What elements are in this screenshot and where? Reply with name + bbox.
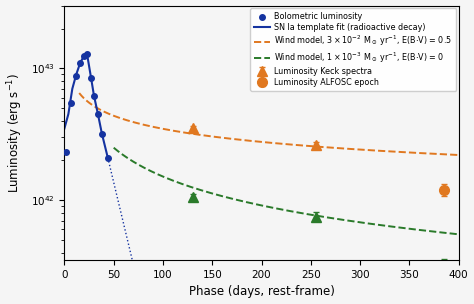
Bolometric luminosity bbox=[90, 93, 98, 98]
Bolometric luminosity bbox=[80, 53, 88, 58]
Bolometric luminosity bbox=[76, 60, 84, 65]
Wind model, $3 \times 10^{-2}$ M$_\odot$ yr$^{-1}$, E(B$\cdot$V) = 0.5 bbox=[259, 140, 264, 144]
Wind model, $3 \times 10^{-2}$ M$_\odot$ yr$^{-1}$, E(B$\cdot$V) = 0.5 bbox=[76, 91, 82, 95]
SN Ia template fit (radioactive decay) bbox=[99, 132, 105, 135]
Wind model, $1 \times 10^{-3}$ M$_\odot$ yr$^{-1}$, E(B$\cdot$V) = 0 bbox=[274, 207, 280, 210]
Wind model, $3 \times 10^{-2}$ M$_\odot$ yr$^{-1}$, E(B$\cdot$V) = 0.5 bbox=[256, 140, 262, 143]
Bolometric luminosity bbox=[98, 131, 106, 136]
Wind model, $3 \times 10^{-2}$ M$_\odot$ yr$^{-1}$, E(B$\cdot$V) = 0.5 bbox=[282, 142, 287, 146]
Line: Wind model, $1 \times 10^{-3}$ M$_\odot$ yr$^{-1}$, E(B$\cdot$V) = 0: Wind model, $1 \times 10^{-3}$ M$_\odot$… bbox=[114, 148, 459, 234]
Wind model, $1 \times 10^{-3}$ M$_\odot$ yr$^{-1}$, E(B$\cdot$V) = 0 bbox=[316, 214, 322, 218]
Bolometric luminosity bbox=[87, 75, 95, 80]
Wind model, $1 \times 10^{-3}$ M$_\odot$ yr$^{-1}$, E(B$\cdot$V) = 0 bbox=[447, 232, 453, 235]
Bolometric luminosity bbox=[63, 150, 70, 155]
SN Ia template fit (radioactive decay) bbox=[88, 76, 94, 80]
Wind model, $1 \times 10^{-3}$ M$_\odot$ yr$^{-1}$, E(B$\cdot$V) = 0 bbox=[393, 225, 399, 229]
X-axis label: Phase (days, rest-frame): Phase (days, rest-frame) bbox=[189, 285, 335, 299]
Wind model, $1 \times 10^{-3}$ M$_\odot$ yr$^{-1}$, E(B$\cdot$V) = 0 bbox=[111, 146, 117, 150]
Wind model, $3 \times 10^{-2}$ M$_\odot$ yr$^{-1}$, E(B$\cdot$V) = 0.5 bbox=[302, 144, 308, 147]
Bolometric luminosity bbox=[67, 100, 75, 105]
SN Ia template fit (radioactive decay) bbox=[84, 53, 90, 56]
Y-axis label: Luminosity (erg s$^{-1}$): Luminosity (erg s$^{-1}$) bbox=[6, 73, 25, 193]
Wind model, $3 \times 10^{-2}$ M$_\odot$ yr$^{-1}$, E(B$\cdot$V) = 0.5 bbox=[387, 150, 393, 153]
Bolometric luminosity bbox=[83, 52, 91, 57]
Wind model, $3 \times 10^{-2}$ M$_\odot$ yr$^{-1}$, E(B$\cdot$V) = 0.5 bbox=[447, 153, 452, 156]
SN Ia template fit (radioactive decay) bbox=[105, 156, 110, 160]
Bolometric luminosity bbox=[104, 155, 111, 160]
Wind model, $1 \times 10^{-3}$ M$_\odot$ yr$^{-1}$, E(B$\cdot$V) = 0 bbox=[456, 233, 462, 236]
Wind model, $1 \times 10^{-3}$ M$_\odot$ yr$^{-1}$, E(B$\cdot$V) = 0 bbox=[298, 211, 303, 215]
Wind model, $1 \times 10^{-3}$ M$_\odot$ yr$^{-1}$, E(B$\cdot$V) = 0 bbox=[277, 207, 283, 211]
Line: Wind model, $3 \times 10^{-2}$ M$_\odot$ yr$^{-1}$, E(B$\cdot$V) = 0.5: Wind model, $3 \times 10^{-2}$ M$_\odot$… bbox=[79, 93, 459, 155]
Legend: Bolometric luminosity, SN Ia template fit (radioactive decay), Wind model, $3 \t: Bolometric luminosity, SN Ia template fi… bbox=[250, 8, 456, 91]
Bolometric luminosity bbox=[73, 73, 80, 78]
SN Ia template fit (radioactive decay) bbox=[95, 112, 101, 116]
SN Ia template fit (radioactive decay) bbox=[91, 94, 97, 98]
Bolometric luminosity bbox=[94, 112, 102, 116]
Wind model, $3 \times 10^{-2}$ M$_\odot$ yr$^{-1}$, E(B$\cdot$V) = 0.5 bbox=[456, 153, 462, 157]
Line: SN Ia template fit (radioactive decay): SN Ia template fit (radioactive decay) bbox=[87, 54, 108, 158]
